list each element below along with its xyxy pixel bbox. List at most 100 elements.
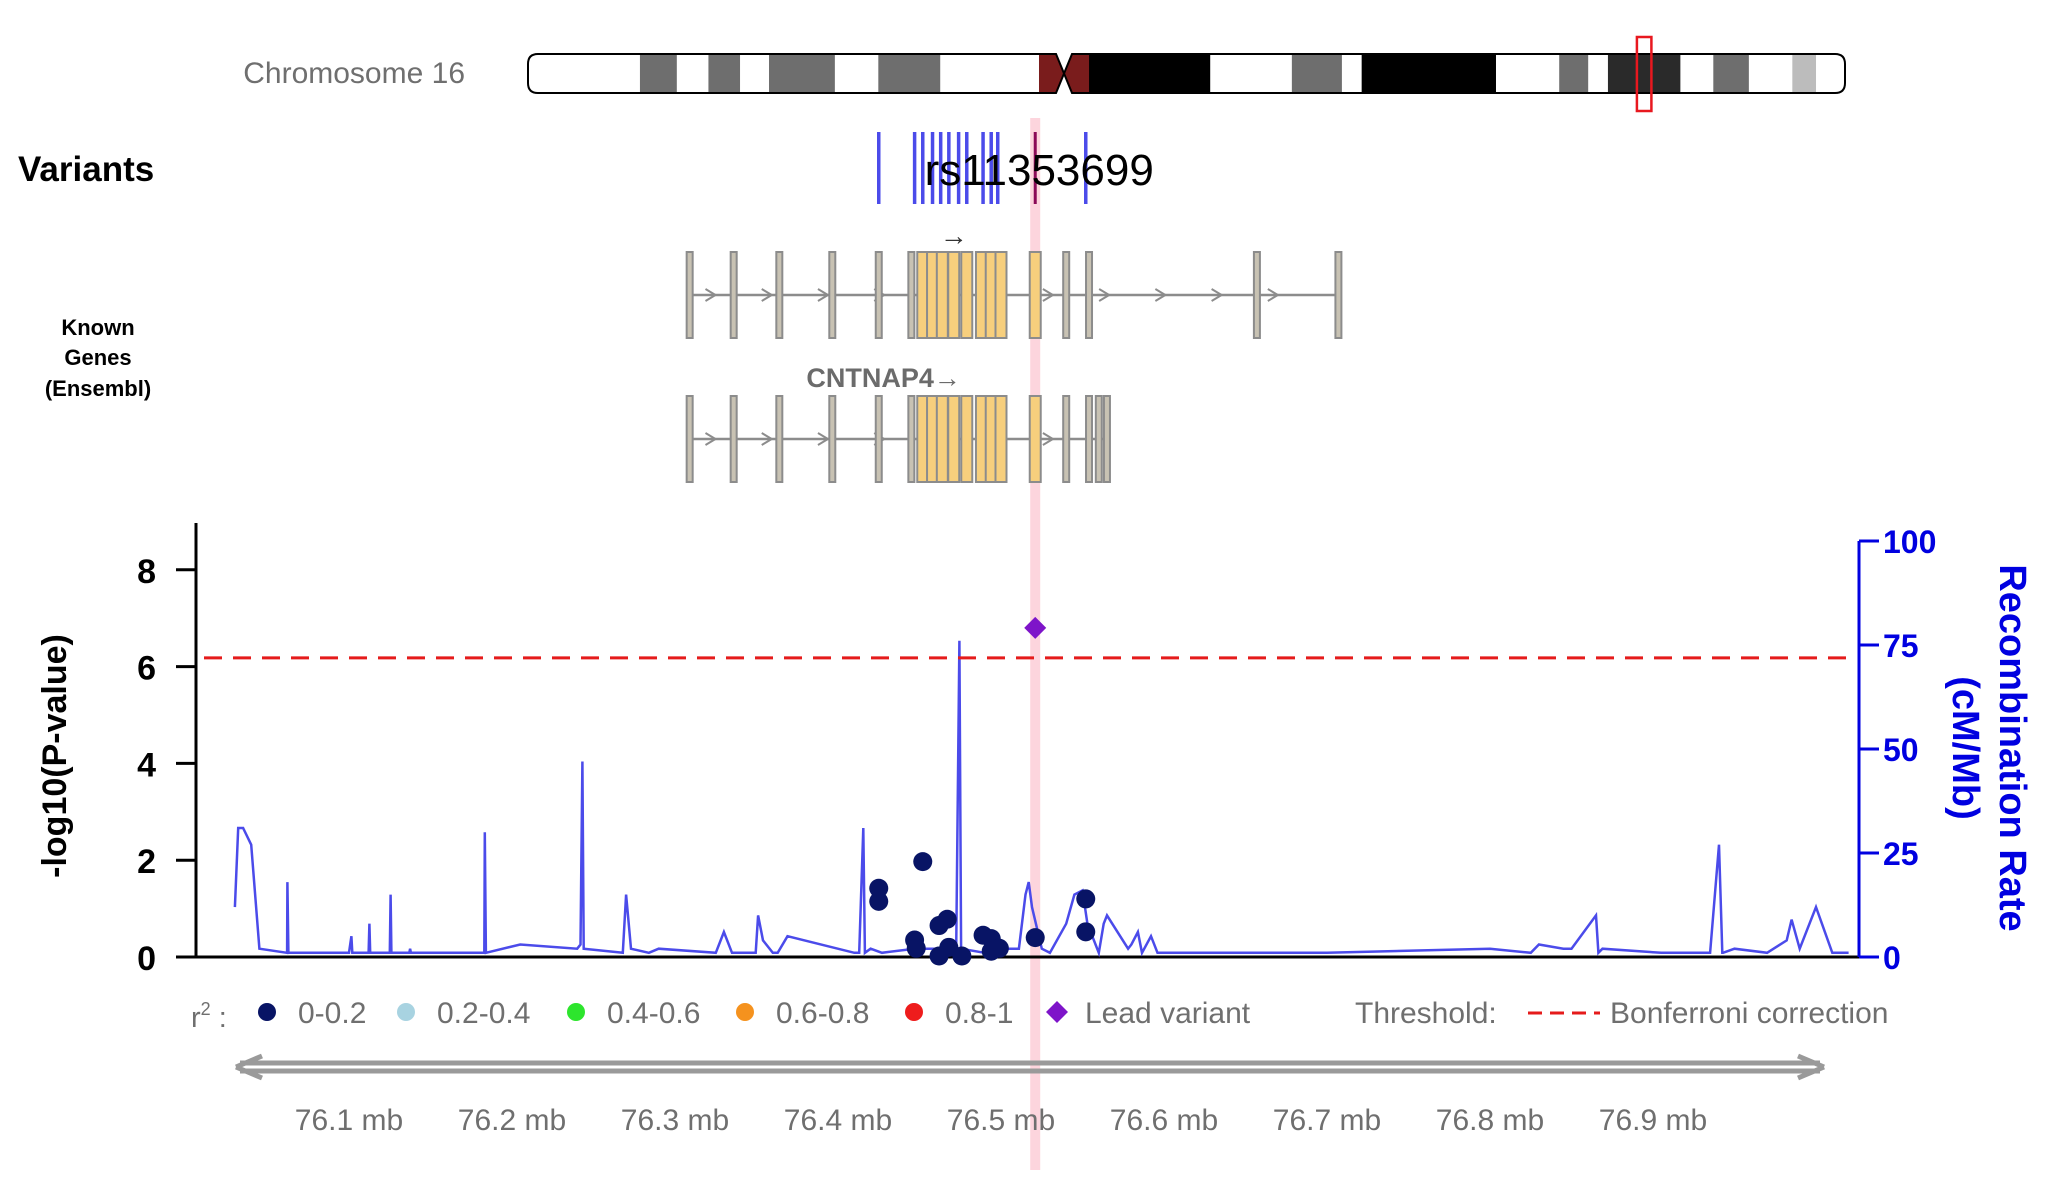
exon [775, 395, 784, 483]
association-point [989, 938, 1009, 958]
coding-exon [994, 395, 1008, 483]
exon [1094, 395, 1103, 483]
legend-r2-label: 0.2-0.4 [437, 997, 530, 1030]
chromosome-band [1341, 54, 1363, 93]
genomic-axis-tick-label: 76.1 mb [295, 1104, 403, 1137]
legend: r2 : 0-0.2 0.2-0.4 0.4-0.6 0.6-0.8 0.8-1 Lea… [191, 997, 1888, 1034]
y-axis-right-tick-label: 75 [1883, 628, 1919, 664]
coding-exon [1028, 395, 1042, 483]
y-axis-left-tick-label: 6 [137, 650, 156, 688]
exon [685, 251, 694, 339]
exon [874, 395, 883, 483]
exon [685, 395, 694, 483]
chromosome-band [1792, 54, 1817, 93]
legend-r2-swatch [905, 1003, 923, 1021]
genomic-axis-arrowhead-right [1797, 1053, 1825, 1081]
legend-r2-swatch [397, 1003, 415, 1021]
y-axis-left-tick-label: 2 [137, 843, 156, 881]
plot-axes: 0 2 4 6 8 0 25 50 75 100 [137, 523, 1936, 978]
chromosome-band [940, 54, 1040, 93]
strand-arrow [1267, 288, 1280, 302]
association-point [937, 909, 957, 929]
chromosome-band [1089, 54, 1211, 93]
chromosome-bands [528, 54, 1845, 93]
y-axis-left-tick-label: 0 [137, 940, 156, 978]
y-axis-right-tick-label: 100 [1883, 524, 1936, 560]
coding-exon [1028, 251, 1042, 339]
strand-arrow [761, 288, 774, 302]
genomic-axis-tick-label: 76.4 mb [784, 1104, 892, 1137]
chromosome-band [834, 54, 879, 93]
chromosome-band [1210, 54, 1293, 93]
exon [1085, 251, 1094, 339]
strand-arrow [761, 432, 774, 446]
association-point [1076, 889, 1096, 909]
transcript-direction-arrow: → [940, 220, 968, 251]
exon [1062, 395, 1071, 483]
chromosome-band [1588, 54, 1609, 93]
genes-track-title-line2: Genes [64, 345, 131, 370]
y-axis-right-label-line1: Recombination Rate [1991, 564, 2033, 931]
exon [1252, 251, 1261, 339]
chromosome-band [1680, 54, 1714, 93]
genomic-axis-tick-label: 76.6 mb [1110, 1104, 1218, 1137]
exon [828, 395, 837, 483]
legend-r2-sup: 2 [201, 999, 211, 1019]
chromosome-band [878, 54, 941, 93]
y-axis-left-tick-label: 8 [137, 553, 156, 591]
y-axis-left-label: -log10(P-value) [36, 634, 74, 878]
exon [775, 251, 784, 339]
association-point [952, 946, 972, 966]
legend-r2-label: 0.6-0.8 [776, 997, 869, 1030]
exon [1062, 251, 1071, 339]
coding-exon [935, 395, 949, 483]
genomic-axis-tick-label: 76.3 mb [621, 1104, 729, 1137]
legend-r2-swatch [567, 1003, 585, 1021]
genomic-axis-tick-label: 76.9 mb [1599, 1104, 1707, 1137]
chromosome-band [708, 54, 741, 93]
strand-arrow [1098, 288, 1112, 302]
chromosome-ideogram [527, 35, 1846, 113]
recombination-rate-series [233, 640, 1849, 958]
lead-variant-point [1024, 616, 1047, 639]
genomic-axis-tick-label: 76.7 mb [1273, 1104, 1381, 1137]
chromosome-band [1559, 54, 1589, 93]
chromosome-band [528, 54, 641, 93]
association-points [869, 616, 1096, 966]
legend-r2-entries: 0-0.2 0.2-0.4 0.4-0.6 0.6-0.8 0.8-1 [258, 997, 1013, 1030]
gene-models [685, 251, 1343, 483]
variant-ticks [877, 132, 1088, 204]
gene-label-cntnap4: CNTNAP4→ [806, 363, 961, 393]
chromosome-band [1607, 54, 1681, 93]
legend-r2-label: 0-0.2 [298, 997, 366, 1030]
transcript [685, 251, 1343, 339]
chromosome-band [639, 54, 678, 93]
chromosome-band [740, 54, 770, 93]
strand-arrow [704, 288, 718, 302]
lead-variant-label: rs11353699 [925, 146, 1154, 195]
legend-lead-variant-label: Lead variant [1085, 997, 1251, 1030]
genomic-axis-tick-labels: 76.1 mb 76.2 mb 76.3 mb 76.4 mb 76.5 mb 76.6 … [295, 1104, 1707, 1137]
coding-exon [935, 251, 949, 339]
genomic-position-axis: 76.1 mb 76.2 mb 76.3 mb 76.4 mb 76.5 mb 76.6 … [235, 1053, 1825, 1137]
y-axis-left-tick-label: 4 [137, 746, 156, 784]
legend-threshold-name: Bonferroni correction [1610, 997, 1888, 1030]
genomic-axis-arrowhead-left [235, 1053, 263, 1081]
y-axis-right-tick-label: 50 [1883, 732, 1919, 768]
exon [1085, 395, 1094, 483]
exon [907, 395, 916, 483]
chromosome-band [1748, 54, 1793, 93]
chromosome-band [769, 54, 836, 93]
coding-exon [947, 395, 961, 483]
strand-arrow [704, 432, 718, 446]
chromosome-band [1495, 54, 1560, 93]
strand-arrow [1042, 288, 1055, 302]
coding-exon [960, 395, 974, 483]
chromosome-region-highlight [1635, 35, 1653, 113]
strand-arrow [1042, 432, 1055, 446]
genes-track-title-line3: (Ensembl) [45, 376, 151, 401]
association-point [869, 878, 889, 898]
association-point [1025, 928, 1045, 948]
exon [907, 251, 916, 339]
